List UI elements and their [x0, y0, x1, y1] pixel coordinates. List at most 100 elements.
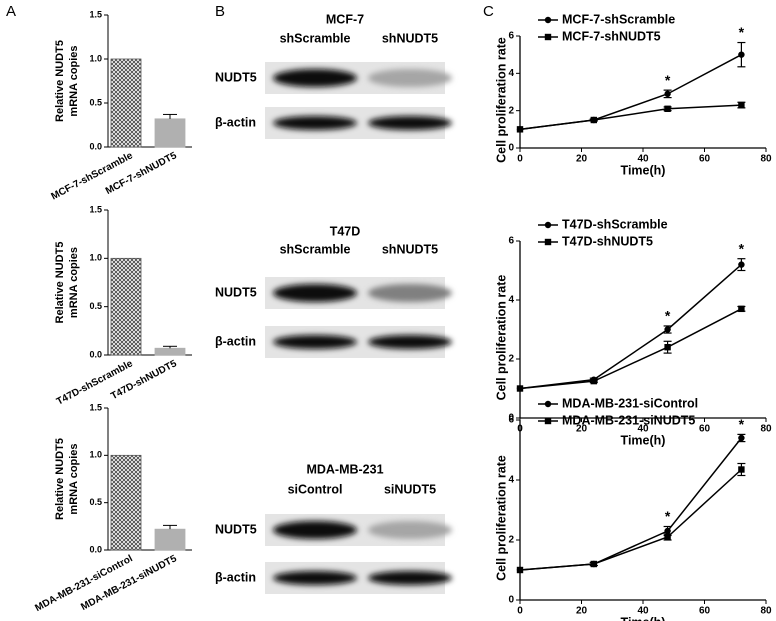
- annotation: *: [739, 24, 745, 40]
- x-tick-label: T47D-shScramble: [55, 358, 135, 408]
- marker: [738, 51, 745, 58]
- x-tick-label: 80: [760, 606, 772, 617]
- blot-band: [368, 521, 452, 539]
- marker: [516, 566, 524, 574]
- y-tick-label: 1.0: [89, 450, 102, 460]
- marker: [516, 385, 524, 392]
- marker: [664, 527, 671, 535]
- y-axis-label: mRNA copies: [68, 247, 80, 318]
- marker: [544, 400, 552, 408]
- y-axis-label: Relative NUDT5: [54, 40, 66, 122]
- lane-label: shScramble: [280, 242, 351, 256]
- row-label: β-actin: [215, 570, 256, 584]
- x-tick-label: 20: [576, 606, 588, 617]
- y-tick-label: 0.5: [89, 97, 102, 107]
- y-axis-label: Relative NUDT5: [54, 438, 66, 520]
- y-tick-label: 6: [508, 415, 514, 426]
- blot-title: T47D: [330, 224, 361, 238]
- annotation: *: [739, 416, 745, 432]
- x-tick-label: 20: [576, 154, 588, 165]
- y-tick-label: 1.0: [89, 53, 102, 63]
- legend-label: MDA-MB-231-siControl: [562, 396, 698, 410]
- row-label: NUDT5: [215, 285, 257, 299]
- marker: [738, 305, 745, 313]
- y-tick-label: 0: [508, 595, 514, 606]
- x-tick-label: 0: [517, 154, 523, 165]
- marker: [664, 105, 671, 112]
- bar: [154, 347, 186, 356]
- marker: [738, 466, 745, 473]
- y-axis-label: Relative NUDT5: [54, 242, 66, 324]
- y-tick-label: 6: [508, 236, 514, 247]
- blot-band: [273, 521, 357, 539]
- legend-label: MCF-7-shScramble: [562, 12, 675, 26]
- y-tick-label: 4: [508, 68, 514, 79]
- legend-label: MCF-7-shNUDT5: [562, 29, 661, 43]
- blot-band: [273, 116, 357, 130]
- x-axis-label: Time(h): [621, 163, 666, 177]
- y-tick-label: 2: [508, 535, 514, 546]
- y-tick-label: 1.5: [89, 402, 102, 412]
- annotation: *: [665, 72, 671, 88]
- marker: [738, 261, 745, 268]
- blot-title: MDA-MB-231: [306, 462, 383, 476]
- y-tick-label: 2: [508, 105, 514, 116]
- bar: [154, 118, 186, 148]
- lane-label: shNUDT5: [382, 242, 438, 256]
- line: [519, 54, 742, 131]
- marker: [544, 33, 552, 41]
- bar: [154, 528, 186, 551]
- x-tick-label: 60: [699, 606, 711, 617]
- lane-label: shNUDT5: [382, 31, 438, 45]
- bar: [110, 58, 142, 148]
- marker: [544, 16, 552, 24]
- line: [519, 308, 742, 390]
- y-tick-label: 1.0: [89, 253, 102, 263]
- x-tick-label: 20: [576, 424, 588, 435]
- marker: [664, 326, 671, 333]
- blot-band: [368, 284, 452, 302]
- x-tick-label: 40: [637, 606, 649, 617]
- row-label: β-actin: [215, 115, 256, 129]
- bar: [110, 454, 142, 551]
- marker: [664, 533, 671, 541]
- x-tick-label: 80: [760, 424, 772, 435]
- y-tick-label: 4: [508, 475, 514, 486]
- x-tick-label: MCF-7-shScramble: [50, 150, 136, 202]
- row-label: NUDT5: [215, 70, 257, 84]
- panel-label: B: [215, 3, 225, 20]
- row-label: NUDT5: [215, 522, 257, 536]
- legend-label: T47D-shNUDT5: [562, 234, 653, 248]
- blot-band: [273, 69, 357, 87]
- marker: [664, 344, 671, 351]
- x-tick-label: 40: [637, 154, 649, 165]
- blot-title: MCF-7: [326, 12, 364, 26]
- row-label: β-actin: [215, 334, 256, 348]
- blot-band: [368, 571, 452, 585]
- y-tick-label: 0.0: [89, 141, 102, 151]
- blot-band: [368, 69, 452, 87]
- y-tick-label: 0: [508, 143, 514, 154]
- y-tick-label: 6: [508, 31, 514, 42]
- marker: [544, 417, 552, 425]
- line: [519, 104, 742, 131]
- y-tick-label: 4: [508, 295, 514, 306]
- x-tick-label: 60: [699, 154, 711, 165]
- panel-label: A: [6, 3, 16, 20]
- y-tick-label: 0.0: [89, 349, 102, 359]
- blot-band: [273, 335, 357, 349]
- blot-band: [368, 335, 452, 349]
- marker: [516, 126, 524, 133]
- marker: [590, 377, 597, 385]
- y-tick-label: 1.5: [89, 204, 102, 214]
- x-tick-label: 0: [517, 606, 523, 617]
- error-bar: [163, 113, 177, 119]
- blot-band: [368, 116, 452, 130]
- y-tick-label: 2: [508, 354, 514, 365]
- legend-label: T47D-shScramble: [562, 217, 668, 231]
- y-tick-label: 0.5: [89, 497, 102, 507]
- error-bar: [163, 524, 177, 530]
- x-axis-label: Time(h): [621, 615, 666, 621]
- lane-label: siControl: [288, 482, 343, 496]
